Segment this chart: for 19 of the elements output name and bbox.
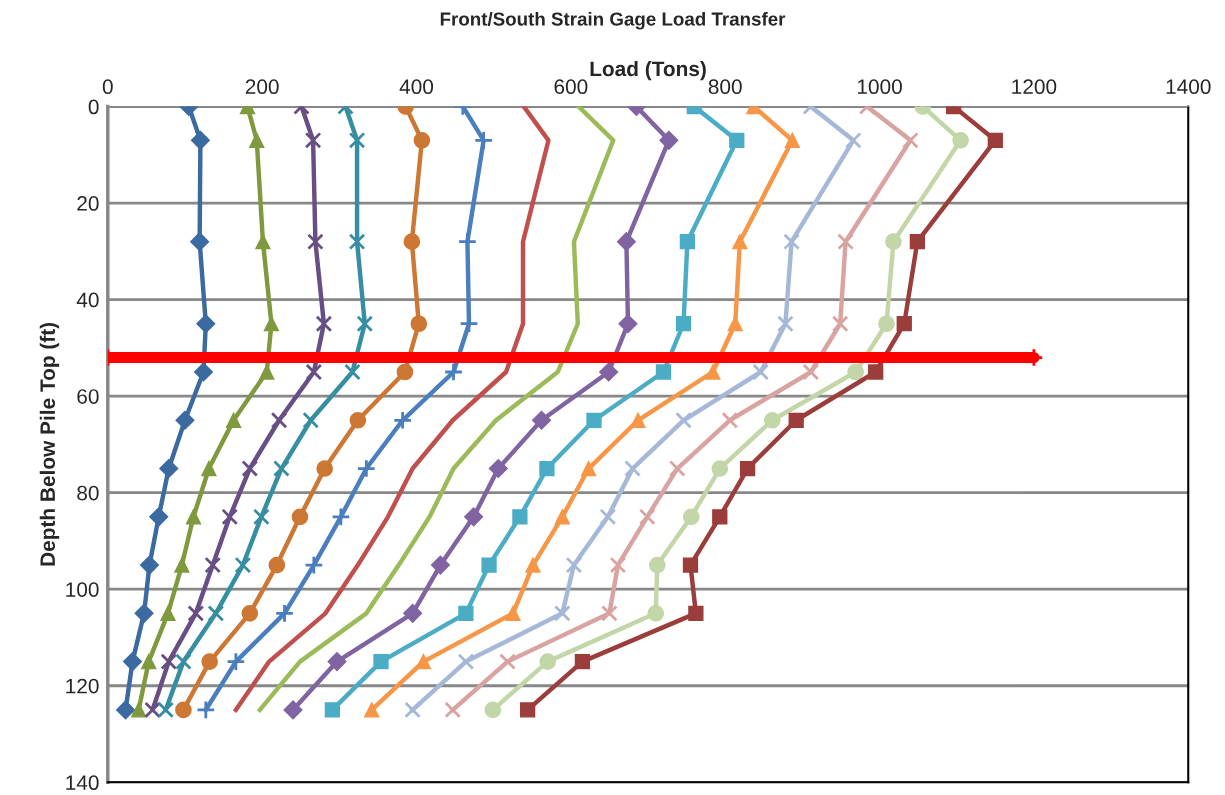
y-tick-label: 100 xyxy=(66,582,99,597)
x-tick-label: 800 xyxy=(708,79,742,95)
x-tick-label: 1400 xyxy=(1166,79,1211,95)
y-tick-label: 120 xyxy=(66,678,99,694)
y-tick-label: 140 xyxy=(66,775,99,791)
y-axis-title: Depth Below Pile Top (ft) xyxy=(39,322,60,566)
y-tick-label: 60 xyxy=(77,389,99,404)
x-tick-label: 200 xyxy=(245,79,279,95)
x-tick-label: 1200 xyxy=(1012,79,1057,95)
y-tick-label: 80 xyxy=(77,485,99,501)
y-tick-label: 20 xyxy=(77,196,99,211)
y-tick-label: 40 xyxy=(76,292,99,308)
x-axis-title: Load (Tons) xyxy=(590,60,706,81)
x-tick-label: 1000 xyxy=(857,79,902,95)
chart-title: Front/South Strain Gage Load Transfer xyxy=(440,11,786,30)
y-tick-label: 0 xyxy=(88,99,99,115)
x-tick-label: 0 xyxy=(102,79,113,95)
x-tick-label: 600 xyxy=(554,79,588,95)
x-tick-label: 400 xyxy=(399,79,434,95)
